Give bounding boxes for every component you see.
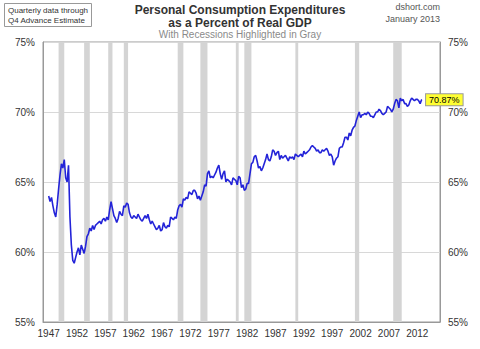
svg-text:January 2013: January 2013 — [385, 14, 440, 24]
svg-text:75%: 75% — [15, 37, 35, 48]
svg-text:as a Percent of Real GDP: as a Percent of Real GDP — [168, 16, 311, 30]
svg-text:Q4 Advance Estimate: Q4 Advance Estimate — [8, 16, 85, 25]
svg-text:70%: 70% — [448, 107, 468, 118]
svg-text:70.87%: 70.87% — [429, 95, 460, 105]
svg-text:60%: 60% — [448, 247, 468, 258]
svg-text:65%: 65% — [15, 177, 35, 188]
svg-text:65%: 65% — [448, 177, 468, 188]
svg-text:60%: 60% — [15, 247, 35, 258]
svg-text:2012: 2012 — [406, 328, 429, 339]
svg-text:70%: 70% — [15, 107, 35, 118]
svg-text:75%: 75% — [448, 37, 468, 48]
svg-text:1982: 1982 — [236, 328, 259, 339]
svg-text:55%: 55% — [448, 317, 468, 328]
svg-text:dshort.com: dshort.com — [395, 2, 440, 12]
svg-text:2002: 2002 — [349, 328, 372, 339]
svg-text:1962: 1962 — [123, 328, 146, 339]
svg-text:1952: 1952 — [66, 328, 89, 339]
svg-text:2007: 2007 — [378, 328, 401, 339]
svg-text:1977: 1977 — [208, 328, 231, 339]
svg-text:1992: 1992 — [293, 328, 316, 339]
svg-text:With Recessions Highlighted in: With Recessions Highlighted in Gray — [159, 29, 321, 40]
svg-text:1997: 1997 — [321, 328, 344, 339]
svg-text:Personal Consumption Expenditu: Personal Consumption Expenditures — [135, 3, 346, 17]
svg-text:55%: 55% — [15, 317, 35, 328]
svg-text:1967: 1967 — [151, 328, 174, 339]
svg-text:1957: 1957 — [94, 328, 117, 339]
svg-text:1987: 1987 — [264, 328, 287, 339]
svg-text:Quarterly data through: Quarterly data through — [8, 6, 88, 15]
svg-text:1972: 1972 — [179, 328, 202, 339]
svg-text:1947: 1947 — [38, 328, 61, 339]
